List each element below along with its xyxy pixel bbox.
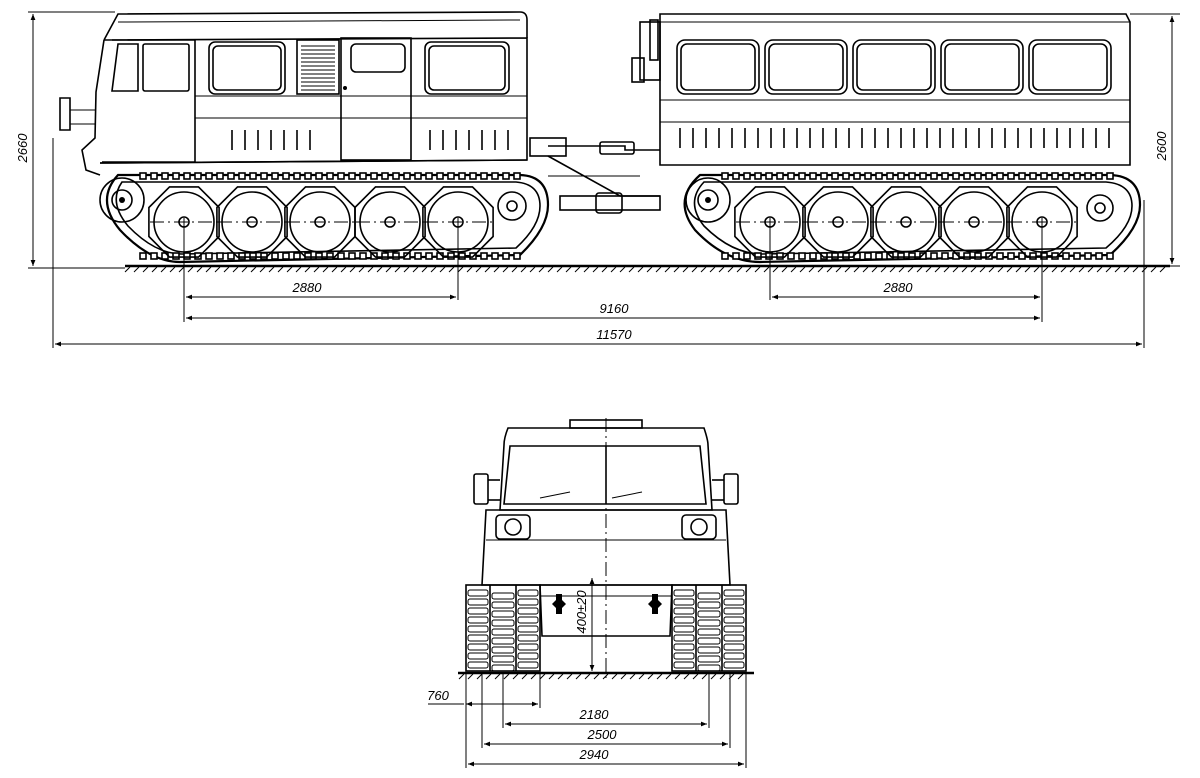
road-wheel bbox=[870, 186, 942, 258]
dim-height-rear: 2600 bbox=[1154, 131, 1169, 162]
rear-body bbox=[631, 13, 1131, 166]
rear-window bbox=[1028, 39, 1112, 95]
road-wheel bbox=[802, 186, 874, 258]
front-view-cab bbox=[473, 419, 739, 637]
road-wheel bbox=[938, 186, 1010, 258]
road-wheel bbox=[216, 186, 288, 258]
idler-front bbox=[497, 191, 527, 221]
dim-width-inner: 2500 bbox=[587, 727, 618, 742]
dim-track-width: 760 bbox=[427, 688, 449, 703]
ground-line-front bbox=[458, 671, 754, 680]
dim-track-base-rear: 2880 bbox=[883, 280, 914, 295]
dim-height-front: 2660 bbox=[15, 133, 30, 164]
front-cab-body bbox=[59, 11, 528, 176]
front-dimensions: 400±20 760 2180 2500 2940 bbox=[427, 578, 747, 768]
rear-unit bbox=[631, 13, 1142, 264]
dim-overall-width: 2940 bbox=[579, 747, 610, 762]
rear-window bbox=[852, 39, 936, 95]
front-track bbox=[99, 172, 550, 264]
drive-sprocket-rear bbox=[685, 177, 731, 223]
articulation-hitch bbox=[529, 137, 661, 214]
side-view: 2660 2600 2880 2880 9160 11570 bbox=[15, 11, 1180, 348]
front-view-track-right bbox=[671, 584, 747, 672]
front-view: 400±20 760 2180 2500 2940 bbox=[427, 418, 754, 768]
idler-rear bbox=[1086, 194, 1114, 222]
dim-axle-span: 9160 bbox=[600, 301, 630, 316]
tow-hook-right bbox=[648, 594, 662, 614]
rear-window bbox=[676, 39, 760, 95]
rear-window bbox=[940, 39, 1024, 95]
ground-line-side bbox=[124, 264, 1170, 273]
rear-window bbox=[764, 39, 848, 95]
dim-track-base-front: 2880 bbox=[292, 280, 323, 295]
front-view-track-left bbox=[465, 584, 541, 672]
rear-track bbox=[683, 172, 1142, 264]
tow-hook-left bbox=[552, 594, 566, 614]
dim-track-gauge: 2180 bbox=[579, 707, 610, 722]
side-dimensions: 2660 2600 2880 2880 9160 11570 bbox=[15, 11, 1180, 348]
dim-ground-clearance: 400±20 bbox=[574, 590, 589, 634]
front-unit bbox=[59, 11, 550, 264]
dim-overall-length: 11570 bbox=[596, 327, 632, 342]
road-wheel bbox=[284, 186, 356, 258]
road-wheel bbox=[354, 186, 426, 258]
drive-sprocket-front bbox=[99, 177, 145, 223]
